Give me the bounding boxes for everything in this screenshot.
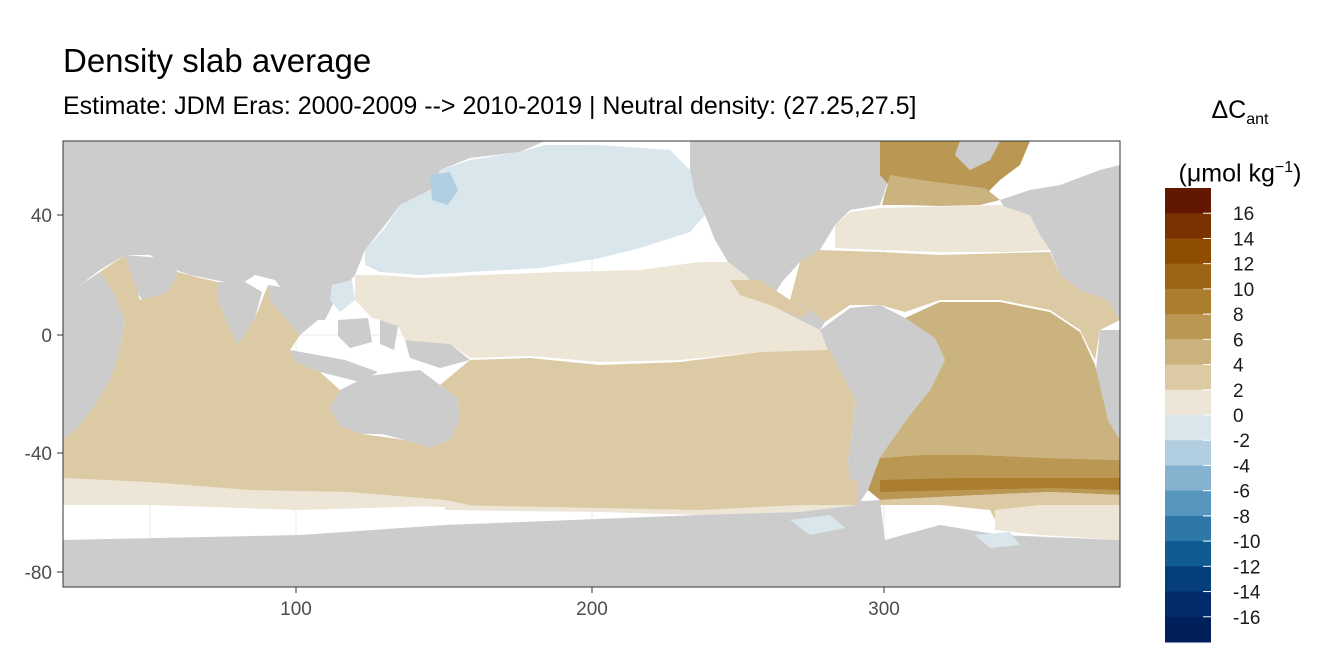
legend-tick-label: -10 bbox=[1233, 532, 1260, 553]
legend-swatch bbox=[1165, 263, 1211, 290]
y-tick-labels: 40 0 -40 -80 bbox=[25, 206, 52, 584]
ocean-region-ross-neg2-to-0 bbox=[790, 515, 845, 535]
legend-tick-label: 4 bbox=[1233, 356, 1244, 377]
legend-labels: 16 14 12 10 8 6 4 2 0 -2 -4 -6 -8 -10 -12 -14 -16 bbox=[1233, 204, 1261, 629]
y-tick-label: -40 bbox=[25, 444, 52, 465]
ocean-region-north-atlantic-0-to-2 bbox=[835, 205, 1050, 252]
ocean-region-subpolar-4-to-6 bbox=[882, 175, 1000, 206]
ocean-region-pacific-0-to-2 bbox=[355, 262, 828, 362]
axis-tick-marks bbox=[57, 214, 885, 593]
legend-color-bar bbox=[1165, 188, 1211, 643]
legend-swatch bbox=[1165, 415, 1211, 441]
ocean-region-china-sea-neg2-to-0 bbox=[330, 280, 355, 312]
legend-tick-label: -2 bbox=[1233, 431, 1250, 452]
legend-swatch bbox=[1165, 213, 1211, 239]
legend-tick-label: 10 bbox=[1233, 280, 1254, 301]
legend-tick-label: 14 bbox=[1233, 229, 1255, 250]
legend-swatch bbox=[1165, 490, 1211, 517]
ocean-region-2-to-4 bbox=[63, 255, 858, 510]
legend-swatch bbox=[1165, 616, 1211, 643]
legend-tick-label: -14 bbox=[1233, 583, 1261, 604]
ocean-region-weddell-0-to-2 bbox=[995, 505, 1120, 540]
legend-tick-label: -12 bbox=[1233, 557, 1260, 578]
legend-swatch bbox=[1165, 339, 1211, 366]
ocean-region-south-atlantic-8-to-10 bbox=[880, 478, 1120, 492]
legend-tick-label: 12 bbox=[1233, 255, 1254, 276]
legend-swatch bbox=[1165, 238, 1211, 265]
ocean-region-south-atlantic-6-to-8 bbox=[868, 455, 1120, 500]
ocean-region-caribbean-2-to-4 bbox=[730, 280, 810, 318]
legend-swatch bbox=[1165, 440, 1211, 466]
legend-tick-label: -6 bbox=[1233, 482, 1250, 503]
legend-swatch bbox=[1165, 188, 1211, 214]
x-tick-label: 300 bbox=[868, 599, 900, 620]
legend-swatch bbox=[1165, 288, 1211, 315]
legend-swatch bbox=[1165, 515, 1211, 542]
legend-tick-label: -4 bbox=[1233, 456, 1250, 477]
y-tick-label: 40 bbox=[31, 206, 52, 227]
ocean-region-southern-0-to-2 bbox=[63, 478, 470, 510]
x-tick-label: 200 bbox=[576, 599, 608, 620]
legend-tick-label: 0 bbox=[1233, 406, 1244, 427]
legend-swatch bbox=[1165, 314, 1211, 340]
map-title: Density slab average bbox=[63, 42, 372, 79]
legend-swatch bbox=[1165, 389, 1211, 416]
legend-swatch bbox=[1165, 541, 1211, 567]
legend-title: ΔCant (μmol kg−1) bbox=[1178, 96, 1302, 188]
ocean-region-south-atlantic-4-to-6 bbox=[880, 302, 1120, 460]
legend-tick-label: 8 bbox=[1233, 305, 1244, 326]
map-subtitle: Estimate: JDM Eras: 2000-2009 --> 2010-2… bbox=[63, 92, 917, 120]
land-masses bbox=[63, 141, 1120, 587]
legend-tick-label: -16 bbox=[1233, 608, 1260, 629]
y-tick-label: 0 bbox=[41, 326, 52, 347]
x-tick-label: 100 bbox=[280, 599, 312, 620]
legend-swatch bbox=[1165, 465, 1211, 492]
ocean-region-subtropical-atlantic-2-to-4 bbox=[790, 250, 1120, 360]
ocean-region-weddell-neg2-to-0 bbox=[975, 532, 1020, 548]
legend-tick-label: 6 bbox=[1233, 330, 1244, 351]
ocean-region-southern-pacific-0-to-2 bbox=[445, 505, 858, 515]
legend-tick-label: 16 bbox=[1233, 204, 1254, 225]
y-tick-label: -80 bbox=[25, 563, 52, 584]
ocean-region-okhotsk-neg4-to-neg2 bbox=[430, 172, 458, 205]
legend-swatch bbox=[1165, 566, 1211, 593]
legend-tick-label: 2 bbox=[1233, 381, 1244, 402]
legend-tick-label: -8 bbox=[1233, 507, 1250, 528]
x-tick-labels: 100 200 300 bbox=[280, 599, 900, 620]
legend-swatch bbox=[1165, 591, 1211, 618]
legend-swatch bbox=[1165, 364, 1211, 391]
